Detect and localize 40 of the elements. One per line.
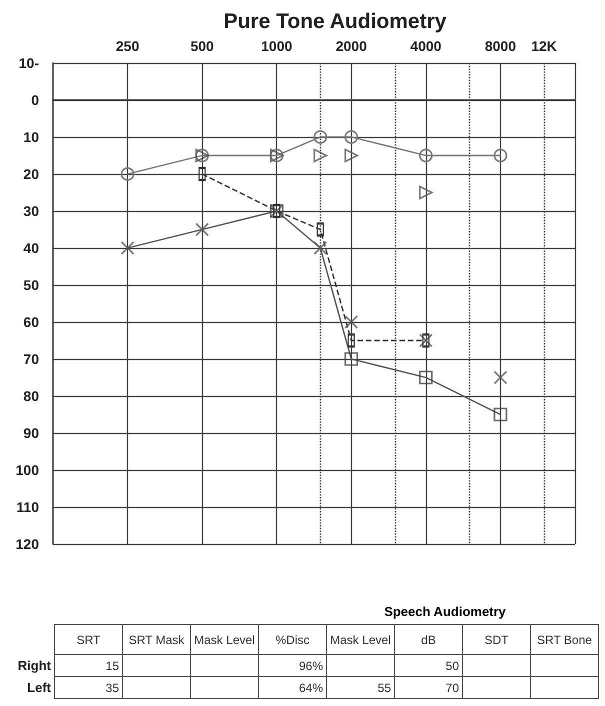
text: 35 [106, 680, 119, 694]
x-tick-label: 4000 [410, 38, 442, 54]
category-label: dB [394, 624, 462, 654]
category-label: SRT [54, 624, 122, 654]
text: Speech Audiometry [383, 604, 507, 619]
y-tick-label: 100 [16, 462, 40, 478]
category-label: Mask Level [190, 624, 258, 654]
x-tick-label: 500 [190, 38, 214, 54]
text: 15 [106, 658, 119, 672]
y-tick-label: 40 [23, 240, 40, 256]
y-tick-label: 60 [23, 314, 40, 330]
chart-title: Pure Tone Audiometry [224, 10, 447, 33]
x-tick-label: 250 [116, 38, 140, 54]
x-tick-label: 8000 [484, 38, 516, 54]
text: 50 [446, 658, 459, 672]
category-label: Left [27, 680, 51, 695]
category-label: Mask Level [326, 624, 394, 654]
y-tick-label: 10- [18, 55, 40, 71]
y-tick-label: 0 [31, 92, 40, 108]
y-tick-label: 120 [16, 536, 40, 552]
y-tick-label: 30 [23, 203, 40, 219]
y-tick-label: 50 [23, 277, 40, 293]
y-tick-label: 70 [23, 351, 40, 367]
x-tick-label: 12K [531, 38, 557, 54]
x-tick-label: 2000 [336, 38, 368, 54]
category-label: SRT Bone [530, 624, 598, 654]
text: 64% [298, 680, 323, 694]
text: 55 [378, 680, 391, 694]
category-label: SDT [462, 624, 530, 654]
x-tick-label: 1000 [261, 38, 292, 54]
text: 96% [298, 658, 323, 672]
category-label: Right [18, 658, 51, 673]
y-tick-label: 10 [23, 129, 40, 145]
category-label: SRT Mask [122, 624, 190, 654]
category-label: %Disc [258, 624, 326, 654]
y-tick-label: 90 [23, 425, 40, 441]
y-tick-label: 110 [16, 499, 40, 515]
y-tick-label: 80 [23, 388, 40, 404]
y-tick-label: 20 [23, 166, 40, 182]
text: 70 [446, 680, 459, 694]
